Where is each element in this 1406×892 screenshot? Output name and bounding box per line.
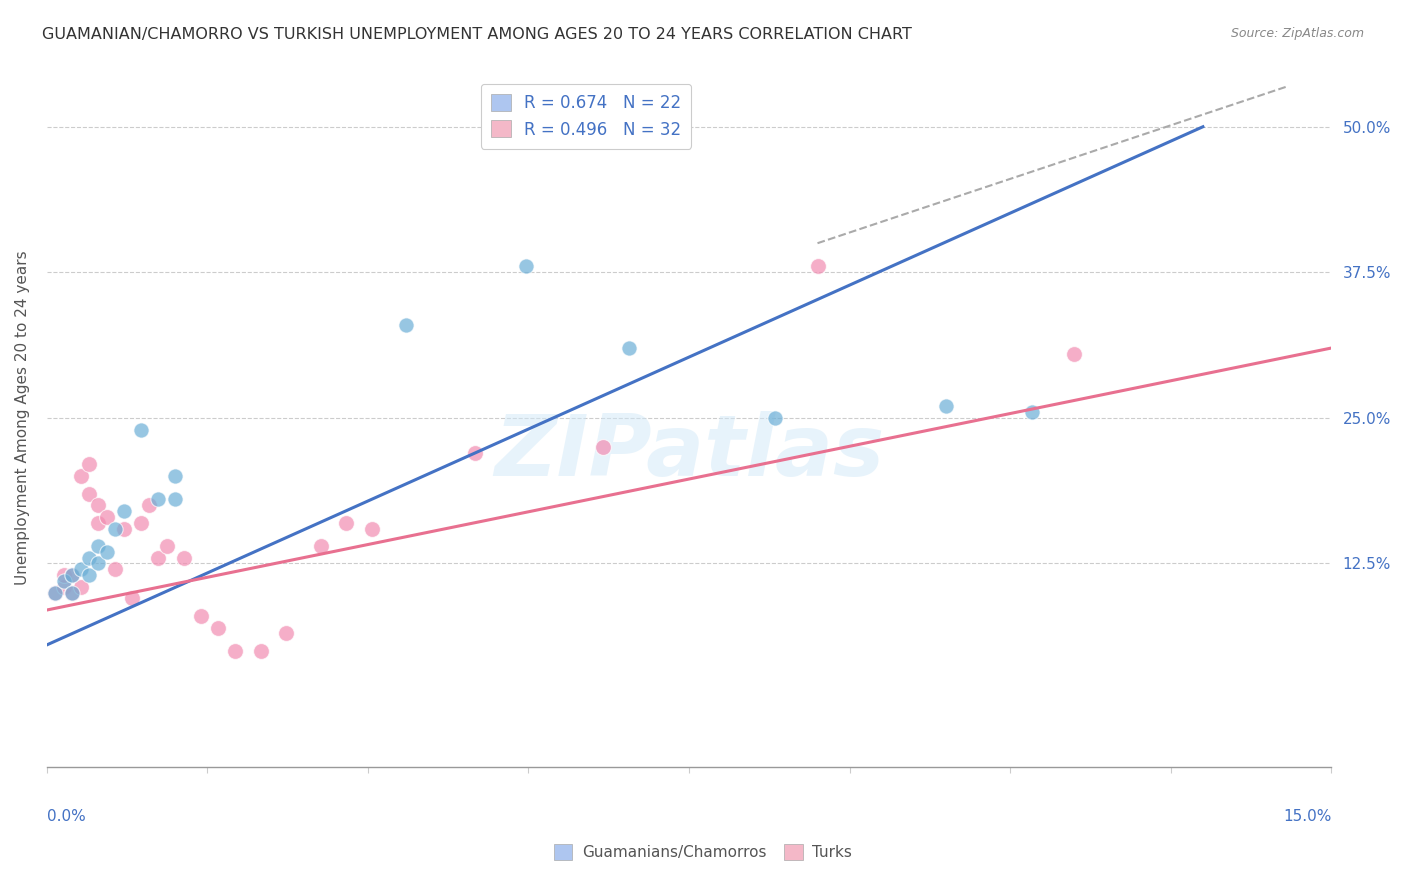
Point [87, 516, 110, 530]
Point [79, 486, 101, 500]
Text: ZIPatlas: ZIPatlas [494, 411, 884, 494]
Text: 0.0%: 0.0% [46, 809, 86, 824]
Point [87, 557, 110, 571]
Text: Source: ZipAtlas.com: Source: ZipAtlas.com [1230, 27, 1364, 40]
Point [592, 440, 614, 454]
Point [276, 626, 298, 640]
Point [1063, 347, 1085, 361]
Point [190, 608, 212, 623]
Point [79, 458, 101, 472]
Point [224, 644, 246, 658]
Point [617, 341, 640, 355]
Point [129, 516, 152, 530]
Point [52, 574, 75, 588]
Point [96, 545, 118, 559]
Point [52, 568, 75, 582]
Point [129, 423, 152, 437]
Point [60, 585, 83, 599]
Point [309, 539, 332, 553]
Point [165, 492, 187, 507]
Point [52, 580, 75, 594]
Point [335, 516, 357, 530]
Point [361, 522, 384, 536]
Point [104, 522, 127, 536]
Point [60, 568, 83, 582]
Point [79, 568, 101, 582]
Point [935, 399, 957, 413]
Point [79, 550, 101, 565]
Legend: Guamanians/Chamorros, Turks: Guamanians/Chamorros, Turks [548, 838, 858, 866]
Point [96, 509, 118, 524]
Legend: R = 0.674   N = 22, R = 0.496   N = 32: R = 0.674 N = 22, R = 0.496 N = 32 [481, 84, 692, 148]
Point [70, 562, 93, 576]
Point [249, 644, 271, 658]
Point [165, 469, 187, 483]
Point [146, 492, 169, 507]
Point [60, 585, 83, 599]
Point [515, 260, 537, 274]
Point [112, 504, 135, 518]
Point [60, 568, 83, 582]
Point [173, 550, 195, 565]
Point [207, 620, 229, 634]
Point [806, 260, 828, 274]
Point [112, 522, 135, 536]
Point [87, 498, 110, 512]
Point [138, 498, 160, 512]
Point [464, 446, 486, 460]
Text: 15.0%: 15.0% [1284, 809, 1331, 824]
Point [44, 585, 66, 599]
Point [763, 410, 786, 425]
Point [44, 585, 66, 599]
Text: GUAMANIAN/CHAMORRO VS TURKISH UNEMPLOYMENT AMONG AGES 20 TO 24 YEARS CORRELATION: GUAMANIAN/CHAMORRO VS TURKISH UNEMPLOYME… [42, 27, 912, 42]
Point [87, 539, 110, 553]
Point [1021, 405, 1043, 419]
Y-axis label: Unemployment Among Ages 20 to 24 years: Unemployment Among Ages 20 to 24 years [15, 251, 30, 585]
Point [155, 539, 177, 553]
Point [70, 469, 93, 483]
Point [395, 318, 418, 332]
Point [121, 591, 143, 606]
Point [146, 550, 169, 565]
Point [104, 562, 127, 576]
Point [70, 580, 93, 594]
